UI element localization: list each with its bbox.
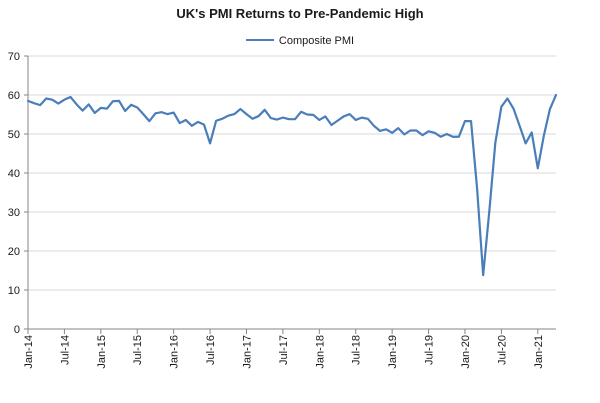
legend-label: Composite PMI — [278, 35, 355, 47]
series-composite-pmi — [26, 93, 558, 277]
y-tick-label-50: 50 — [8, 129, 20, 141]
y-tick-label-60: 60 — [8, 90, 20, 102]
y-tick-label-10: 10 — [8, 285, 20, 297]
y-tick-label-30: 30 — [8, 207, 20, 219]
y-tick-label-70: 70 — [8, 51, 20, 63]
axes — [24, 55, 556, 334]
y-tick-label-20: 20 — [8, 246, 20, 258]
y-tick-label-40: 40 — [8, 168, 20, 180]
y-tick-labels: 0 10 20 30 40 50 60 70 — [8, 51, 20, 336]
legend: Composite PMI — [0, 35, 600, 47]
legend-line-swatch — [245, 39, 274, 42]
x-tick-label-Jan-15: Jan-15 — [96, 335, 108, 369]
x-tick-label-Jul-20: Jul-20 — [496, 335, 508, 365]
x-tick-labels: Jan-14 Jul-14 Jan-15 Jul-15 Jan-16 Jul-16 Jan-… — [23, 335, 545, 369]
x-tick-label-Jul-18: Jul-18 — [351, 335, 363, 365]
x-tick-label-Jan-14: Jan-14 — [23, 335, 35, 369]
x-tick-label-Jul-17: Jul-17 — [278, 335, 290, 365]
x-tick-label-Jul-16: Jul-16 — [205, 335, 217, 365]
y-tick-label-0: 0 — [14, 324, 20, 336]
x-tick-label-Jul-19: Jul-19 — [424, 335, 436, 365]
chart-title: UK's PMI Returns to Pre-Pandemic High — [176, 6, 424, 21]
x-tick-label-Jan-20: Jan-20 — [460, 335, 472, 369]
x-tick-label-Jul-14: Jul-14 — [59, 335, 71, 365]
x-tick-label-Jan-21: Jan-21 — [533, 335, 545, 369]
x-tick-label-Jan-17: Jan-17 — [241, 335, 253, 369]
x-tick-label-Jan-18: Jan-18 — [314, 335, 326, 369]
gridlines — [28, 55, 556, 291]
x-tick-label-Jul-15: Jul-15 — [132, 335, 144, 365]
x-tick-label-Jan-16: Jan-16 — [169, 335, 181, 369]
series-line-composite-pmi — [26, 93, 558, 277]
x-tick-label-Jan-19: Jan-19 — [387, 335, 399, 369]
